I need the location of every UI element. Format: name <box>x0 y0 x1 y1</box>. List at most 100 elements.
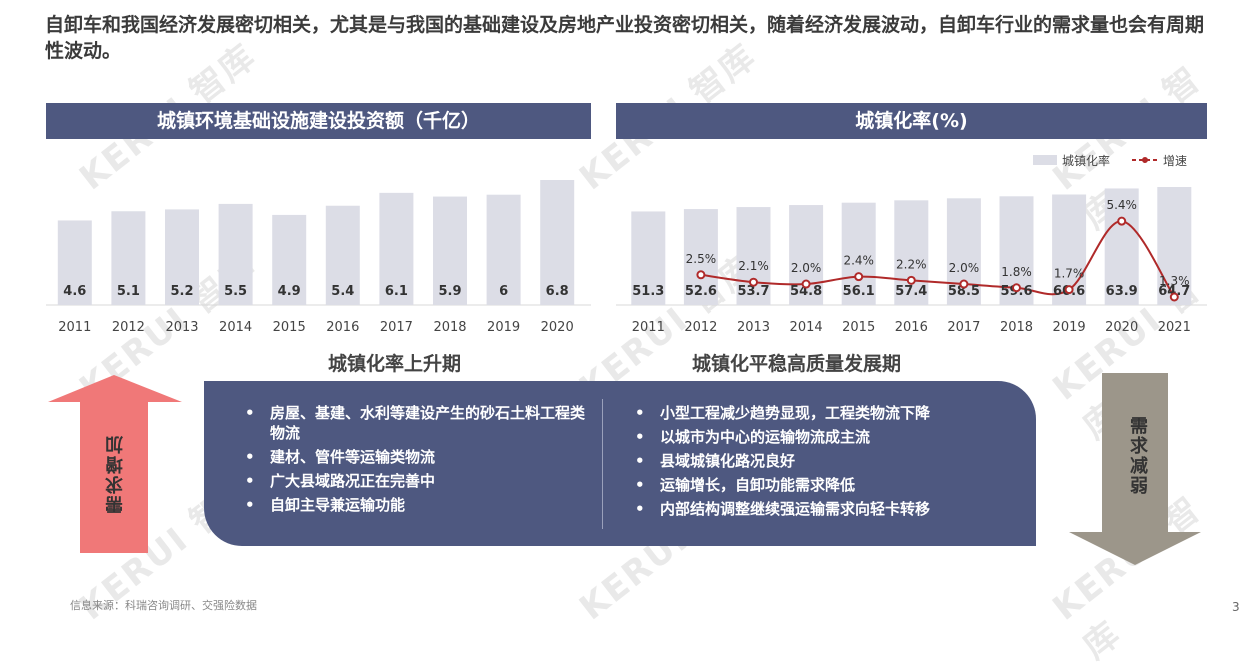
growth-point <box>1117 216 1127 226</box>
bar <box>540 180 575 305</box>
growth-point <box>749 277 758 287</box>
legend-label-line: 增速 <box>1163 154 1187 168</box>
x-tick-label: 2019 <box>1053 320 1086 335</box>
data-label: 5.5 <box>224 284 247 299</box>
panel-divider <box>602 399 603 529</box>
data-label: 52.6 <box>685 284 717 299</box>
growth-label: 2.5% <box>686 252 717 266</box>
x-tick-label: 2013 <box>165 320 198 335</box>
bar <box>218 203 253 305</box>
data-label: 51.3 <box>632 284 664 299</box>
bar <box>683 209 718 305</box>
list-item: 运输增长，自卸功能需求降低 <box>630 475 1030 495</box>
demand-increase-arrow <box>48 375 182 553</box>
list-item: 建材、管件等运输类物流 <box>240 447 590 467</box>
data-label: 5.4 <box>331 284 354 299</box>
page-number: 3 <box>1232 600 1240 614</box>
bar <box>841 202 876 305</box>
x-tick-label: 2012 <box>112 320 145 335</box>
list-item: 房屋、基建、水利等建设产生的砂石土料工程类物流 <box>240 403 590 443</box>
growth-point <box>906 275 916 285</box>
demand-decrease-label: 需求减弱 <box>1127 416 1148 496</box>
legend-marker-line <box>1142 157 1148 163</box>
growth-label: 2.1% <box>738 259 769 273</box>
growth-label: 2.2% <box>896 257 927 271</box>
bar <box>272 214 307 305</box>
left-characteristics-list: 房屋、基建、水利等建设产生的砂石土料工程类物流 建材、管件等运输类物流 广大县域… <box>240 403 590 519</box>
data-label: 6.8 <box>546 284 569 299</box>
right-chart-title: 城镇化率(%) <box>616 103 1207 139</box>
legend-swatch-bar <box>1033 155 1057 165</box>
data-label: 6 <box>499 284 508 299</box>
growth-point <box>696 270 706 280</box>
x-tick-label: 2016 <box>326 320 359 335</box>
list-item: 以城市为中心的运输物流成主流 <box>630 427 1030 447</box>
x-tick-label: 2014 <box>219 320 252 335</box>
growth-point <box>854 272 864 282</box>
data-label: 5.2 <box>170 284 193 299</box>
data-label: 58.5 <box>948 284 980 299</box>
x-tick-label: 2012 <box>684 320 717 335</box>
phase-label-right: 城镇化平稳高质量发展期 <box>692 353 902 375</box>
bar <box>894 200 929 305</box>
source-note: 信息来源：科瑞咨询调研、交强险数据 <box>70 599 257 612</box>
x-tick-label: 2015 <box>842 320 875 335</box>
growth-label: 2.0% <box>791 261 822 275</box>
data-label: 53.7 <box>737 284 769 299</box>
x-tick-label: 2021 <box>1158 320 1191 335</box>
list-item: 县域城镇化路况良好 <box>630 451 1030 471</box>
data-label: 4.6 <box>63 284 86 299</box>
growth-label: 5.4% <box>1106 198 1137 212</box>
bar <box>325 205 360 305</box>
x-tick-label: 2011 <box>58 320 91 335</box>
data-label: 57.4 <box>895 284 927 299</box>
bar <box>736 207 771 305</box>
bar <box>486 194 521 305</box>
demand-decrease-arrow <box>1069 373 1201 565</box>
right-characteristics-list: 小型工程减少趋势显现，工程类物流下降 以城市为中心的运输物流成主流 县域城镇化路… <box>630 403 1030 523</box>
data-label: 63.9 <box>1106 284 1138 299</box>
x-tick-label: 2020 <box>541 320 574 335</box>
list-item: 广大县域路况正在完善中 <box>240 471 590 491</box>
data-label: 54.8 <box>790 284 822 299</box>
characteristics-panel: 房屋、基建、水利等建设产生的砂石土料工程类物流 建材、管件等运输类物流 广大县域… <box>204 381 1036 546</box>
growth-label: 2.0% <box>949 261 980 275</box>
x-tick-label: 2017 <box>947 320 980 335</box>
bar <box>57 220 92 305</box>
growth-point <box>801 279 811 289</box>
bar <box>379 192 414 305</box>
data-label: 64.7 <box>1158 284 1190 299</box>
growth-point <box>1012 283 1021 293</box>
list-item: 内部结构调整继续强运输需求向轻卡转移 <box>630 499 1030 519</box>
list-item: 小型工程减少趋势显现，工程类物流下降 <box>630 403 1030 423</box>
infrastructure-investment-chart: 4.6 2011 5.1 2012 5.2 2013 5.5 2014 4.9 2015 5.4 20… <box>46 180 591 335</box>
data-label: 6.1 <box>385 284 408 299</box>
headline: 自卸车和我国经济发展密切相关，尤其是与我国的基础建设及房地产业投资密切相关，随着… <box>45 14 1205 62</box>
growth-point <box>959 279 969 289</box>
x-tick-label: 2011 <box>632 320 665 335</box>
list-item: 自卸主导兼运输功能 <box>240 495 590 515</box>
x-tick-label: 2018 <box>433 320 466 335</box>
data-label: 5.1 <box>117 284 140 299</box>
growth-label: 1.8% <box>1001 265 1032 279</box>
data-label: 4.9 <box>278 284 301 299</box>
bar <box>1157 187 1192 305</box>
data-label: 56.1 <box>843 284 875 299</box>
bar <box>433 196 467 305</box>
legend-label-bar: 城镇化率 <box>1062 153 1110 168</box>
bar <box>1104 188 1139 305</box>
growth-label: 1.3% <box>1159 274 1190 288</box>
bar <box>111 211 146 305</box>
x-tick-label: 2015 <box>273 320 306 335</box>
bar <box>631 211 666 305</box>
growth-point <box>1064 285 1074 295</box>
x-tick-label: 2016 <box>895 320 928 335</box>
data-label: 5.9 <box>438 284 461 299</box>
growth-point <box>1169 292 1179 302</box>
x-tick-label: 2017 <box>380 320 413 335</box>
x-tick-label: 2019 <box>487 320 520 335</box>
left-chart-title: 城镇环境基础设施建设投资额（千亿） <box>46 103 591 139</box>
x-tick-label: 2014 <box>790 320 823 335</box>
urbanization-rate-chart: 城镇化率 增速 2011 2012 2013 2014 2015 2016 2017 2018 20… <box>616 153 1207 335</box>
x-tick-label: 2018 <box>1000 320 1033 335</box>
